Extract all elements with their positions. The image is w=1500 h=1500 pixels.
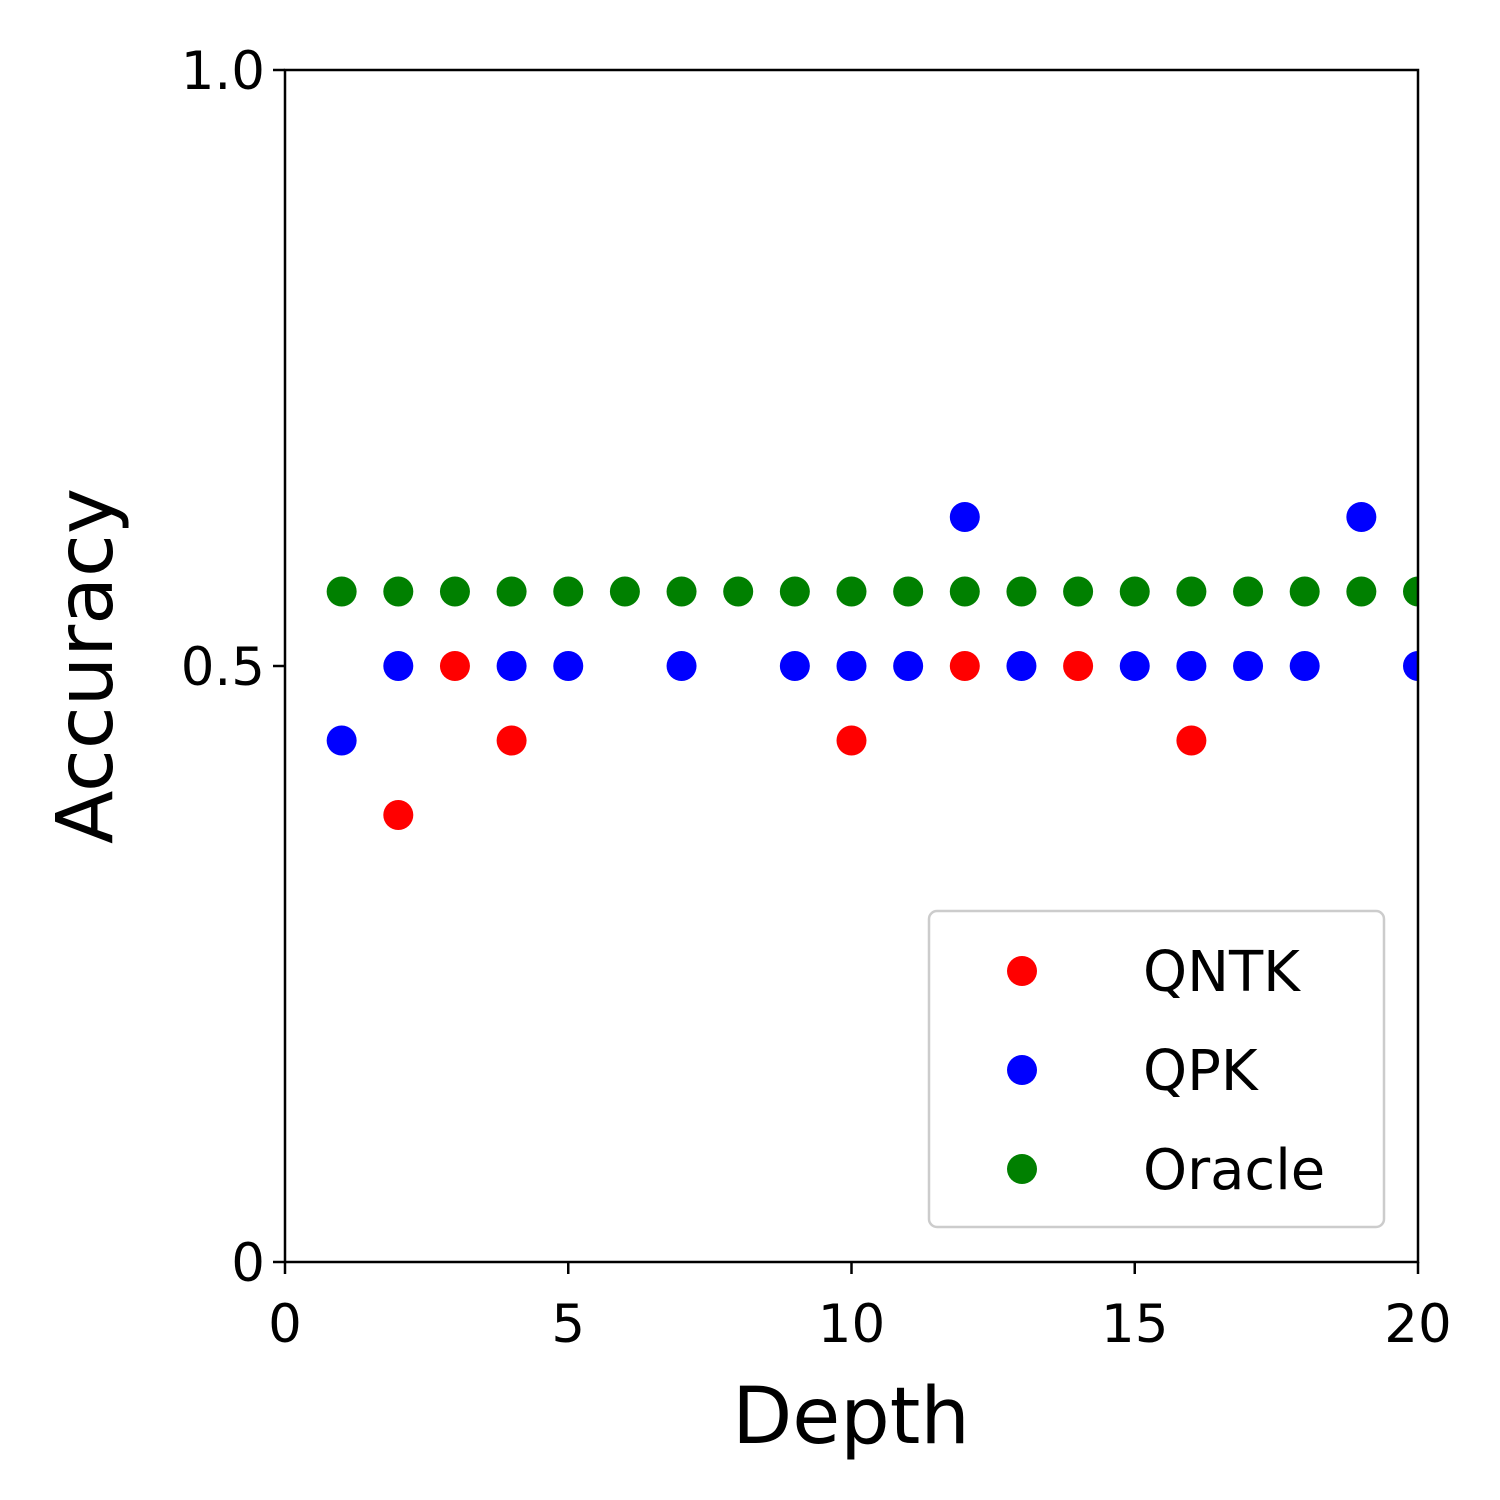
legend-marker-oracle xyxy=(1007,1154,1037,1184)
point-qpk-15 xyxy=(1403,651,1418,681)
point-qntk-2 xyxy=(496,725,527,756)
y-tick-label-2: 1.0 xyxy=(181,41,265,102)
legend-label-qntk: QNTK xyxy=(1143,940,1301,1005)
point-oracle-2 xyxy=(439,576,470,607)
point-oracle-16 xyxy=(1233,576,1264,607)
point-oracle-6 xyxy=(666,576,697,607)
point-qpk-1 xyxy=(383,651,414,681)
point-qpk-14 xyxy=(1346,502,1377,532)
data-points xyxy=(326,502,1418,830)
series-oracle xyxy=(326,576,1418,607)
x-tick-label-2: 10 xyxy=(818,1294,885,1355)
y-axis: 0 0.5 1.0 xyxy=(181,41,285,1294)
point-oracle-8 xyxy=(779,576,810,607)
x-axis-label: Depth xyxy=(732,1372,970,1462)
legend-entry-oracle: Oracle xyxy=(1007,1138,1325,1203)
point-oracle-13 xyxy=(1063,576,1094,607)
legend-label-oracle: Oracle xyxy=(1143,1138,1325,1203)
point-oracle-18 xyxy=(1346,576,1377,607)
point-qpk-13 xyxy=(1289,651,1320,681)
x-tick-label-1: 5 xyxy=(551,1294,585,1355)
point-oracle-7 xyxy=(723,576,754,607)
legend-entry-qntk: QNTK xyxy=(1007,940,1301,1005)
y-axis-label: Accuracy xyxy=(41,488,131,844)
point-qpk-4 xyxy=(666,651,697,681)
point-qntk-5 xyxy=(1063,651,1094,681)
point-qntk-0 xyxy=(383,800,414,830)
legend-box xyxy=(927,909,1386,1229)
point-qpk-12 xyxy=(1233,651,1264,681)
point-qpk-6 xyxy=(836,651,867,681)
legend-entry-qpk: QPK xyxy=(1007,1039,1259,1104)
point-qntk-6 xyxy=(1176,725,1207,756)
point-qntk-1 xyxy=(439,651,470,681)
point-oracle-15 xyxy=(1176,576,1207,607)
point-qpk-9 xyxy=(1006,651,1037,681)
legend-label-qpk: QPK xyxy=(1143,1039,1259,1104)
legend-marker-qntk xyxy=(1007,956,1037,986)
point-oracle-3 xyxy=(496,576,527,607)
point-qpk-11 xyxy=(1176,651,1207,681)
y-tick-label-1: 0.5 xyxy=(181,637,265,698)
point-oracle-4 xyxy=(553,576,584,607)
series-qntk xyxy=(383,651,1207,830)
x-tick-label-0: 0 xyxy=(268,1294,302,1355)
point-qpk-5 xyxy=(779,651,810,681)
point-oracle-1 xyxy=(383,576,414,607)
legend-marker-qpk xyxy=(1007,1055,1037,1085)
x-tick-label-4: 20 xyxy=(1384,1294,1451,1355)
x-axis: 0 5 10 15 20 xyxy=(268,1262,1452,1355)
x-tick-label-3: 15 xyxy=(1101,1294,1168,1355)
legend: QNTK QPK Oracle xyxy=(927,909,1386,1229)
point-qntk-3 xyxy=(836,725,867,756)
point-qpk-7 xyxy=(893,651,924,681)
point-oracle-5 xyxy=(609,576,640,607)
point-qpk-10 xyxy=(1119,651,1150,681)
point-qntk-4 xyxy=(949,651,980,681)
point-oracle-19 xyxy=(1403,576,1418,607)
point-oracle-11 xyxy=(949,576,980,607)
point-oracle-17 xyxy=(1289,576,1320,607)
point-qpk-8 xyxy=(949,502,980,532)
point-oracle-12 xyxy=(1006,576,1037,607)
point-qpk-2 xyxy=(496,651,527,681)
series-qpk xyxy=(326,502,1418,756)
point-qpk-3 xyxy=(553,651,584,681)
point-oracle-9 xyxy=(836,576,867,607)
point-oracle-10 xyxy=(893,576,924,607)
point-oracle-0 xyxy=(326,576,357,607)
point-qpk-0 xyxy=(326,725,357,756)
point-oracle-14 xyxy=(1119,576,1150,607)
y-tick-label-0: 0 xyxy=(231,1233,265,1294)
